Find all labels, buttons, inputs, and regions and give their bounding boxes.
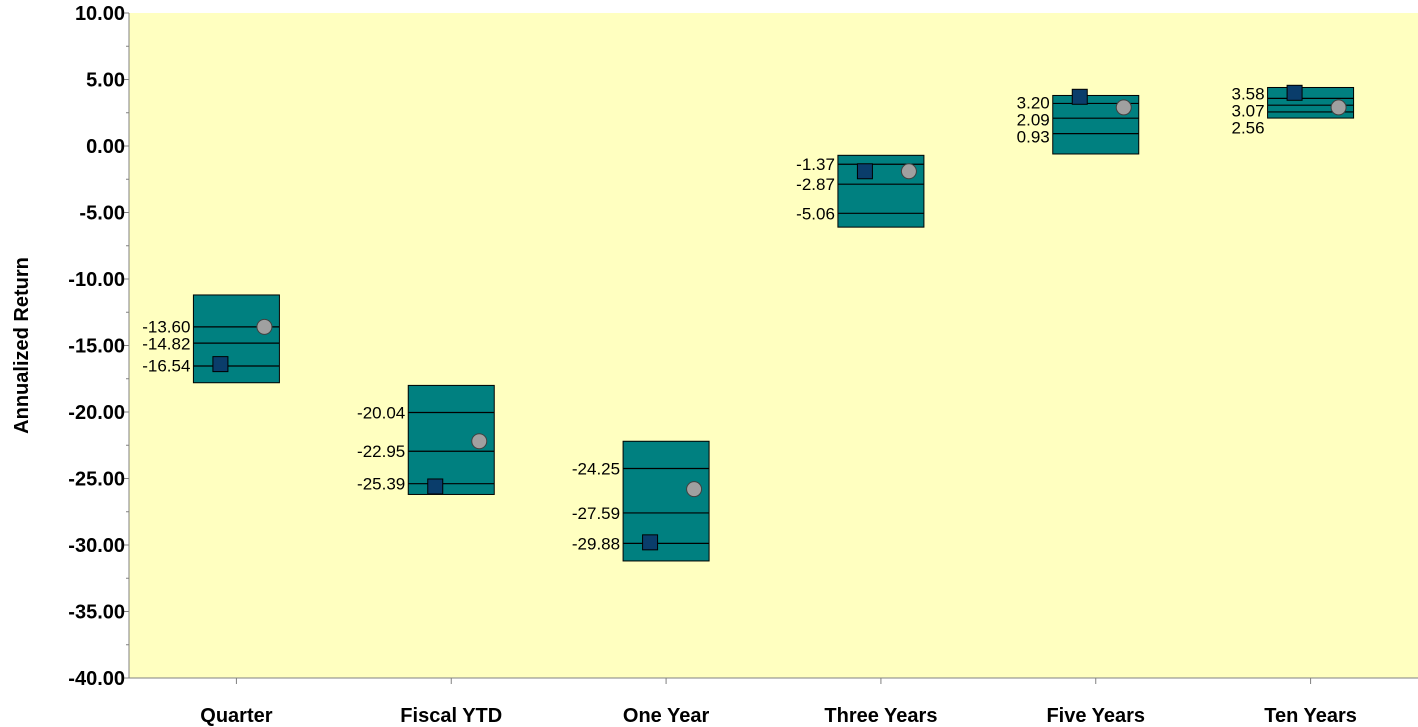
square-marker — [1286, 84, 1303, 101]
circle-marker — [1115, 99, 1132, 116]
square-marker — [642, 534, 659, 551]
circle-marker — [686, 481, 703, 498]
quartile-label: 3.07 — [1231, 101, 1264, 120]
plot-area — [129, 13, 1418, 678]
quartile-label: -16.54 — [142, 357, 190, 376]
y-tick-label: -15.00 — [68, 336, 125, 358]
range-bar-group: -20.04 -22.95 -25.39 — [357, 384, 495, 495]
quartile-label: 2.56 — [1231, 118, 1264, 137]
y-tick-label: -5.00 — [79, 203, 125, 225]
x-tick-label: Three Years — [824, 705, 937, 727]
circle-marker — [900, 163, 917, 180]
x-tick-label: Five Years — [1046, 705, 1145, 727]
range-bar-group: -24.25 -27.59 -29.88 — [572, 440, 710, 562]
x-axis: Quarter Fiscal YTD One Year Three Years Five… — [129, 677, 1418, 727]
y-tick-label: -10.00 — [68, 269, 125, 291]
square-marker — [1071, 88, 1088, 105]
quartile-label: -1.37 — [796, 155, 835, 174]
range-bar-group: 3.583.072.56 — [1231, 84, 1355, 137]
quartile-label: -29.88 — [572, 534, 620, 553]
quartile-label: 3.58 — [1231, 84, 1264, 103]
quartile-label: -22.95 — [357, 442, 405, 461]
y-tick-label: 5.00 — [86, 70, 125, 92]
y-tick-label: 10.00 — [75, 3, 125, 25]
x-tick-label: Quarter — [200, 705, 272, 727]
quartile-label: 2.09 — [1017, 110, 1050, 129]
quartile-label: -14.82 — [142, 334, 190, 353]
y-tick-label: -25.00 — [68, 469, 125, 491]
y-axis-label: Annualized Return — [11, 257, 33, 434]
quartile-label: -20.04 — [357, 404, 405, 423]
circle-marker — [1330, 99, 1347, 116]
y-tick-label: -35.00 — [68, 602, 125, 624]
square-marker — [856, 163, 873, 180]
y-tick-label: -40.00 — [68, 668, 125, 690]
square-marker — [427, 478, 444, 495]
quartile-label: -25.39 — [357, 475, 405, 494]
range-bar — [622, 440, 710, 562]
x-tick-label: One Year — [623, 705, 710, 727]
quartile-label: -5.06 — [796, 204, 835, 223]
quartile-label: 0.93 — [1017, 127, 1050, 146]
range-bar-group: -1.37-2.87 -5.06 — [796, 154, 925, 228]
y-axis: 10.00 5.00 0.00 -5.00 -10.00 -15.00 -20.00 -25.… — [68, 3, 130, 690]
quartile-label: -13.60 — [142, 317, 190, 336]
y-tick-label: 0.00 — [86, 136, 125, 158]
square-marker — [212, 356, 229, 373]
bars: -13.60-14.82 -16.54 -20.04 -22.95 -25.39 -24.… — [142, 84, 1355, 562]
quartile-label: 3.20 — [1017, 93, 1050, 112]
y-tick-label: -20.00 — [68, 402, 125, 424]
quartile-label: -2.87 — [796, 175, 835, 194]
y-tick-label: -30.00 — [68, 535, 125, 557]
range-bar — [192, 294, 280, 384]
range-bar-group: 3.202.090.93 — [1017, 88, 1140, 155]
quartile-label: -24.25 — [572, 460, 620, 479]
x-tick-label: Ten Years — [1264, 705, 1357, 727]
circle-marker — [471, 433, 488, 450]
circle-marker — [256, 318, 273, 335]
x-tick-label: Fiscal YTD — [400, 705, 502, 727]
range-bar-group: -13.60-14.82 -16.54 — [142, 294, 280, 384]
quartile-label: -27.59 — [572, 504, 620, 523]
